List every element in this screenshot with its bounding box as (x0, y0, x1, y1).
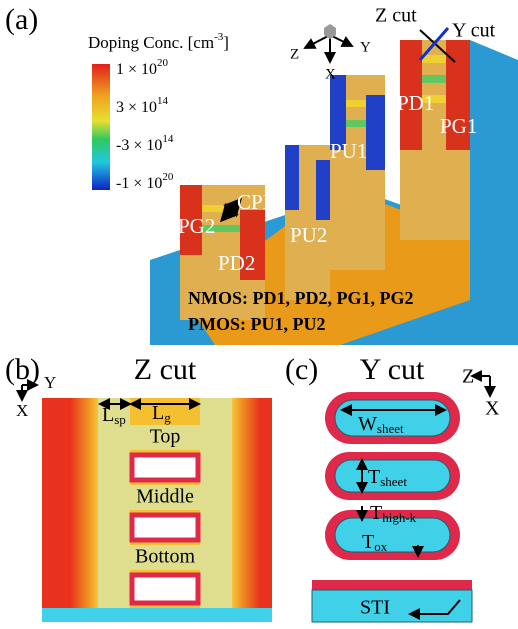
axis (305, 35, 330, 48)
spacer (70, 398, 100, 608)
panel-label: (a) (5, 3, 38, 36)
axis-label: Y (360, 39, 371, 55)
device-label: PG2 (178, 214, 215, 238)
gate-col (98, 398, 130, 608)
sheet-label: Top (150, 426, 181, 448)
axis-label: Z (290, 46, 299, 62)
text: L (152, 402, 164, 424)
device-label: PG1 (440, 114, 477, 138)
sub: ox (374, 539, 388, 554)
text: T (370, 502, 382, 524)
dim-label: Thigh-k (370, 502, 417, 525)
colorbar-title: Doping Conc. [cm-3] (88, 31, 229, 52)
text: Doping Conc. [cm (88, 33, 214, 52)
cut-label: Y cut (452, 20, 496, 42)
sup: 14 (162, 133, 174, 145)
sup: 20 (157, 57, 169, 69)
colorbar-tick-label: 1 × 1020 (116, 57, 169, 78)
sti (42, 608, 272, 622)
panel-label: (c) (285, 353, 318, 386)
axis-label: X (16, 401, 28, 420)
text: -3 × 10 (116, 137, 162, 154)
sup: 20 (162, 171, 174, 183)
sheet (422, 55, 446, 63)
sub: sheet (377, 421, 404, 436)
gate-col (200, 398, 232, 608)
text: L (102, 404, 114, 426)
colorbar-tick-label: -3 × 1014 (116, 133, 174, 154)
axis-label: X (325, 66, 336, 82)
sub: sp (114, 412, 126, 427)
legend-text: PMOS: PU1, PU2 (188, 314, 325, 334)
text: T (368, 466, 380, 488)
gate (316, 160, 330, 220)
high-k (312, 580, 472, 590)
sheet (346, 100, 366, 107)
gate (285, 145, 299, 210)
text: T (362, 531, 374, 553)
text: -1 × 10 (116, 175, 162, 192)
axis-label: X (485, 398, 500, 420)
figure: (a) Doping Conc. [cm-3] 1 × 10203 × 1014… (0, 0, 518, 629)
gate (366, 95, 385, 170)
panel-c: (c) Y cut Z X Wsheet Tsheet Thigh-k Tox … (285, 353, 500, 622)
text: W (358, 413, 377, 435)
cpp-label: CPP (237, 190, 274, 214)
spacer (230, 398, 260, 608)
text: 3 × 10 (116, 99, 157, 116)
axis-label: Y (44, 373, 56, 392)
text: 1 × 10 (116, 61, 157, 78)
sub: high-k (382, 510, 416, 525)
sub: sheet (380, 474, 407, 489)
device-label: PU2 (290, 223, 327, 247)
device-label: PD1 (397, 91, 434, 115)
colorbar-tick-label: 3 × 1014 (116, 95, 169, 116)
colorbar (92, 64, 110, 190)
sheet-label: Bottom (135, 546, 195, 568)
panel-label: (b) (5, 353, 40, 386)
sup: 14 (157, 95, 169, 107)
panel-title: Y cut (360, 353, 425, 386)
device-label: PU1 (330, 139, 367, 163)
sti-region (312, 590, 472, 622)
device-label: PD2 (218, 251, 255, 275)
gate-stack (132, 455, 198, 603)
panel-b: (b) Z cut Y X Lsp Lg Top Middle Bottom (5, 353, 272, 622)
sti-label: STI (360, 597, 390, 619)
colorbar-tick-label: -1 × 1020 (116, 171, 174, 192)
sub: g (164, 410, 171, 425)
text: ] (223, 33, 229, 52)
panel-title: Z cut (134, 353, 197, 386)
axis-label: Z (462, 366, 474, 388)
sheet (346, 120, 366, 127)
legend-text: NMOS: PD1, PD2, PG1, PG2 (188, 288, 413, 308)
sheet (422, 75, 446, 83)
sheet-label: Middle (136, 486, 194, 508)
cut-label: Z cut (375, 5, 417, 27)
